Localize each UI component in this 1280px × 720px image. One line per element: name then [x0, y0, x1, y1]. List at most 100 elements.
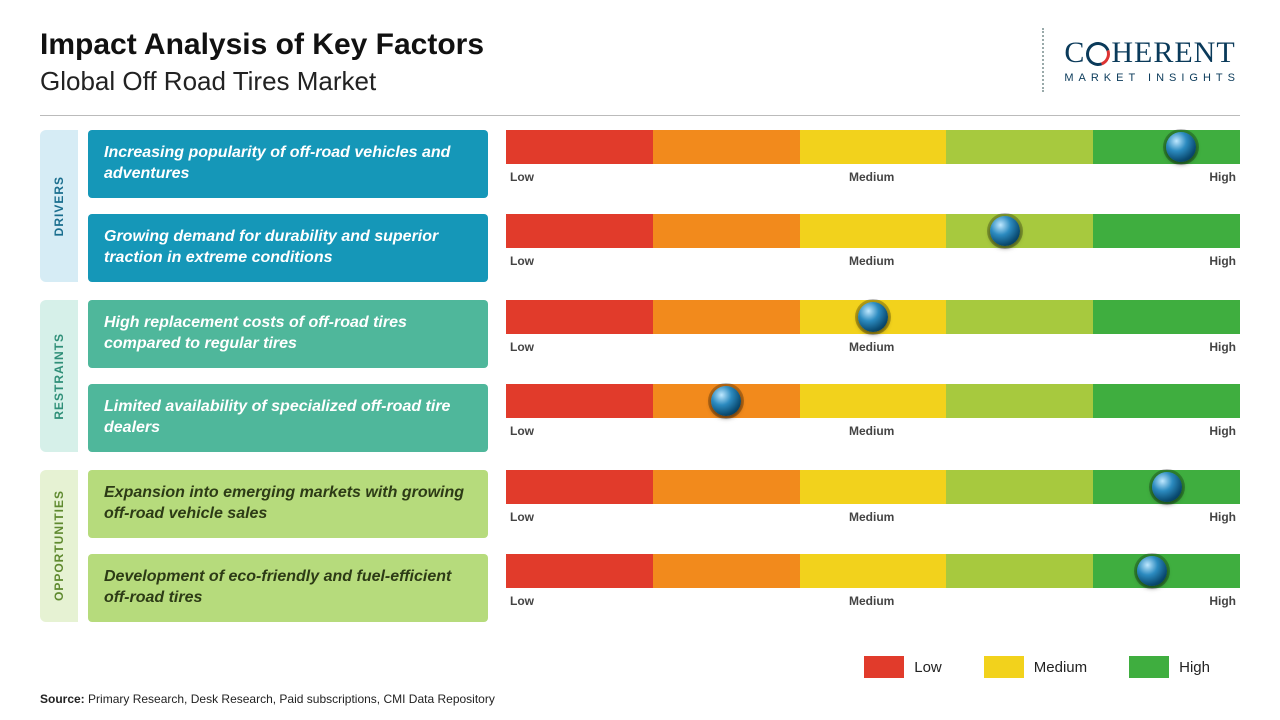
gauge-segment: [506, 470, 653, 504]
factor-label: Development of eco-friendly and fuel-eff…: [88, 554, 488, 622]
category-group: RESTRAINTS High replacement costs of off-…: [40, 300, 1240, 452]
gauge-segment: [800, 384, 947, 418]
scale-high: High: [1209, 510, 1236, 524]
scale-medium: Medium: [849, 424, 894, 438]
scale-high: High: [1209, 170, 1236, 184]
source-line: Source: Primary Research, Desk Research,…: [40, 692, 495, 706]
legend-label: High: [1179, 659, 1210, 676]
scale-low: Low: [510, 424, 534, 438]
gauge-scale: Low Medium High: [506, 424, 1240, 438]
scale-low: Low: [510, 594, 534, 608]
page-subtitle: Global Off Road Tires Market: [40, 66, 484, 97]
gauge-area: Low Medium High: [506, 384, 1240, 452]
impact-gauge: [506, 470, 1240, 504]
title-block: Impact Analysis of Key Factors Global Of…: [40, 28, 484, 97]
gauge-segment: [800, 470, 947, 504]
gauge-segment: [946, 130, 1093, 164]
gauge-segment: [653, 554, 800, 588]
category-label: OPPORTUNITIES: [52, 490, 66, 601]
impact-gauge: [506, 300, 1240, 334]
gauge-area: Low Medium High: [506, 214, 1240, 282]
factor-row: Growing demand for durability and superi…: [88, 214, 1240, 282]
gauge-segment: [506, 384, 653, 418]
legend-label: Low: [914, 659, 942, 676]
gauge-scale: LowMediumHigh: [506, 340, 1240, 354]
impact-gauge: [506, 554, 1240, 588]
category-items: Expansion into emerging markets with gro…: [88, 470, 1240, 622]
gauge-knob: [858, 302, 888, 332]
gauge-knob: [1137, 556, 1167, 586]
category-items: Increasing popularity of off-road vehicl…: [88, 130, 1240, 282]
logo-main-text: CHERENT: [1064, 36, 1240, 70]
scale-low: Low: [510, 254, 534, 268]
impact-gauge: [506, 130, 1240, 164]
source-text: Primary Research, Desk Research, Paid su…: [88, 692, 495, 706]
globe-icon: [1082, 38, 1114, 70]
legend-item: High: [1129, 656, 1210, 678]
gauge-segment: [1093, 214, 1240, 248]
category-tab: RESTRAINTS: [40, 300, 78, 452]
category-group: DRIVERS Increasing popularity of off-road…: [40, 130, 1240, 282]
gauge-segment: [506, 300, 653, 334]
gauge-segment: [946, 470, 1093, 504]
gauge-segment: [506, 554, 653, 588]
scale-low: Low: [510, 510, 534, 524]
legend-item: Medium: [984, 656, 1087, 678]
scale-high: High: [1209, 254, 1236, 268]
scale-medium: Medium: [849, 170, 894, 184]
impact-analysis-infographic: Impact Analysis of Key Factors Global Of…: [0, 0, 1280, 720]
category-label: RESTRAINTS: [52, 333, 66, 420]
legend: Low Medium High: [40, 656, 1240, 678]
gauge-area: Low Medium High: [506, 130, 1240, 198]
legend-swatch: [864, 656, 904, 678]
factor-label: Limited availability of specialized off-…: [88, 384, 488, 452]
factor-label: Expansion into emerging markets with gro…: [88, 470, 488, 538]
factor-row: Development of eco-friendly and fuel-eff…: [88, 554, 1240, 622]
category-items: High replacement costs of off-road tires…: [88, 300, 1240, 452]
header: Impact Analysis of Key Factors Global Of…: [40, 28, 1240, 97]
gauge-segment: [506, 130, 653, 164]
scale-medium: Medium: [849, 510, 894, 524]
gauge-segment: [800, 214, 947, 248]
gauge-scale: LowMediumHigh: [506, 594, 1240, 608]
source-label: Source:: [40, 692, 85, 706]
category-tab: OPPORTUNITIES: [40, 470, 78, 622]
factor-label: Growing demand for durability and superi…: [88, 214, 488, 282]
brand-logo: CHERENT MARKET INSIGHTS: [1042, 28, 1240, 92]
factor-label: High replacement costs of off-road tires…: [88, 300, 488, 368]
scale-high: High: [1209, 424, 1236, 438]
logo-sub-text: MARKET INSIGHTS: [1064, 72, 1240, 84]
category-group: OPPORTUNITIES Expansion into emerging mar…: [40, 470, 1240, 622]
scale-low: Low: [510, 340, 534, 354]
category-tab: DRIVERS: [40, 130, 78, 282]
header-divider: [40, 115, 1240, 116]
category-label: DRIVERS: [52, 176, 66, 236]
gauge-segment: [800, 130, 947, 164]
impact-gauge: [506, 214, 1240, 248]
gauge-scale: Low Medium High: [506, 170, 1240, 184]
impact-gauge: [506, 384, 1240, 418]
gauge-area: Low Medium High: [506, 470, 1240, 538]
scale-medium: Medium: [849, 254, 894, 268]
gauge-segment: [653, 470, 800, 504]
legend-swatch: [984, 656, 1024, 678]
page-title: Impact Analysis of Key Factors: [40, 28, 484, 62]
gauge-segment: [653, 214, 800, 248]
gauge-segment: [506, 214, 653, 248]
legend-swatch: [1129, 656, 1169, 678]
factor-row: Increasing popularity of off-road vehicl…: [88, 130, 1240, 198]
gauge-segment: [1093, 300, 1240, 334]
factor-label: Increasing popularity of off-road vehicl…: [88, 130, 488, 198]
gauge-knob: [1166, 132, 1196, 162]
gauge-knob: [1152, 472, 1182, 502]
factor-row: Expansion into emerging markets with gro…: [88, 470, 1240, 538]
scale-low: Low: [510, 170, 534, 184]
factor-row: High replacement costs of off-road tires…: [88, 300, 1240, 368]
gauge-area: LowMediumHigh: [506, 300, 1240, 368]
gauge-segment: [653, 300, 800, 334]
gauge-knob: [711, 386, 741, 416]
scale-medium: Medium: [849, 340, 894, 354]
legend-item: Low: [864, 656, 942, 678]
legend-label: Medium: [1034, 659, 1087, 676]
gauge-segment: [946, 554, 1093, 588]
